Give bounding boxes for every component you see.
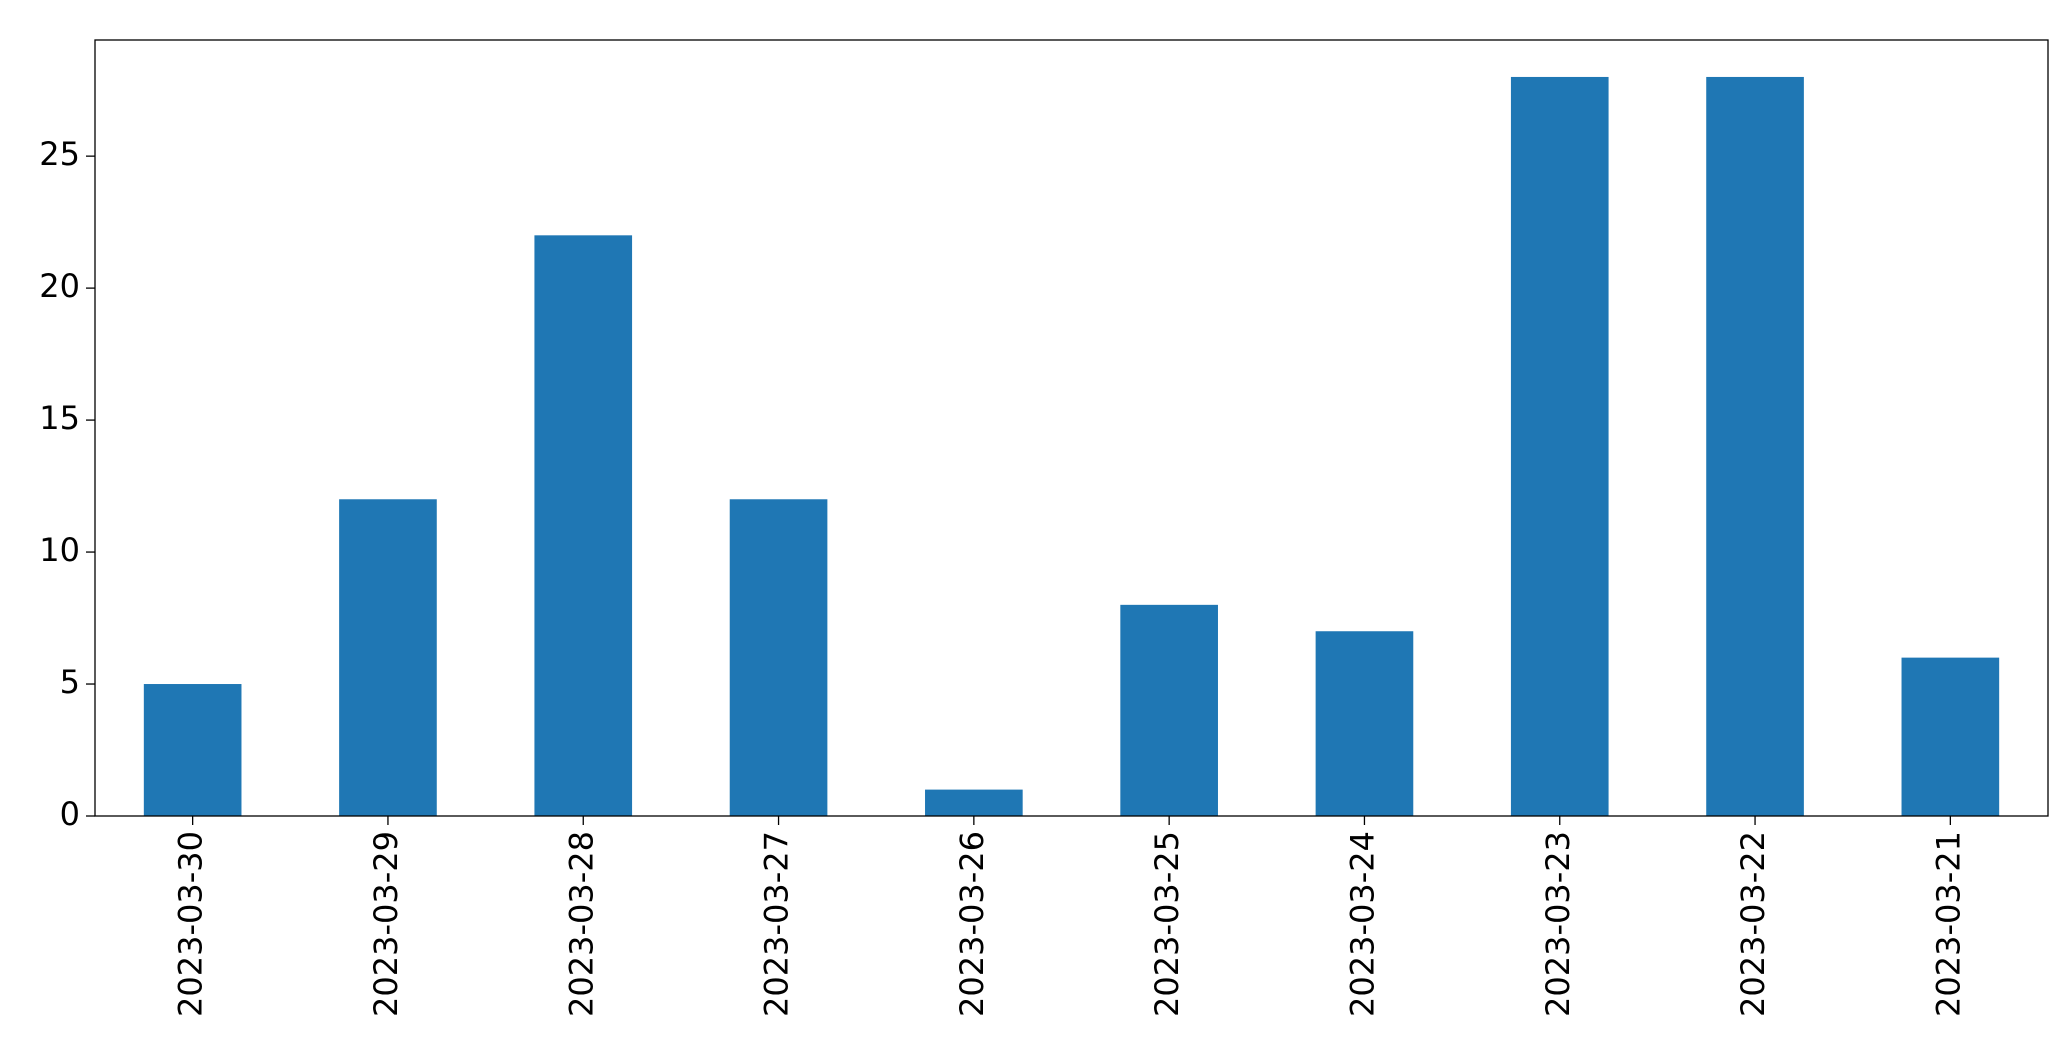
y-tick-label: 0	[60, 795, 80, 833]
x-tick-label: 2023-03-30	[172, 831, 210, 1017]
bar	[339, 499, 437, 816]
bar	[1315, 631, 1414, 816]
bar	[143, 684, 242, 816]
y-tick-label: 15	[39, 399, 80, 437]
x-tick-label: 2023-03-29	[367, 831, 405, 1017]
x-tick-label: 2023-03-25	[1148, 831, 1186, 1017]
bar	[729, 499, 828, 816]
x-tick-label: 2023-03-28	[562, 831, 600, 1017]
x-tick-label: 2023-03-21	[1929, 831, 1967, 1017]
y-tick-label: 5	[60, 663, 80, 701]
y-tick-label: 25	[39, 135, 80, 173]
bar	[1706, 76, 1804, 816]
bar	[925, 789, 1023, 816]
bar	[1120, 604, 1218, 816]
axes-frame	[94, 39, 2049, 817]
bar	[1901, 657, 2000, 816]
y-tick-label: 20	[39, 267, 80, 305]
x-tick-label: 2023-03-24	[1343, 831, 1381, 1017]
bar	[1510, 76, 1609, 816]
x-tick-label: 2023-03-26	[953, 831, 991, 1017]
x-tick-label: 2023-03-27	[758, 831, 796, 1017]
bar	[534, 235, 633, 817]
x-tick-label: 2023-03-22	[1734, 831, 1772, 1017]
x-tick-label: 2023-03-23	[1539, 831, 1577, 1017]
y-tick-label: 10	[39, 531, 80, 569]
